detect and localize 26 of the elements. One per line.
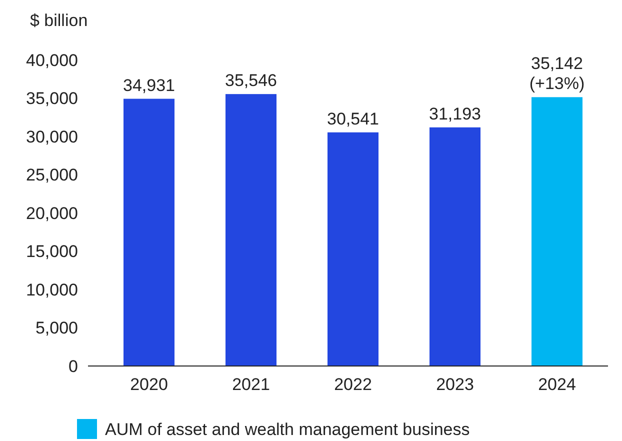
bar <box>328 132 378 366</box>
legend-label: AUM of asset and wealth management business <box>105 420 470 439</box>
data-label: 35,546 <box>225 71 277 90</box>
bar <box>430 127 480 366</box>
y-axis-title: $ billion <box>30 11 88 30</box>
data-label: 34,931 <box>123 76 175 95</box>
bar <box>532 97 582 366</box>
y-tick-label: 35,000 <box>26 89 78 108</box>
y-tick-label: 10,000 <box>26 280 78 300</box>
y-tick-label: 15,000 <box>26 242 78 262</box>
x-tick-label: 2023 <box>436 375 474 394</box>
y-tick-label: 5,000 <box>35 318 78 338</box>
data-label: 30,541 <box>327 109 379 128</box>
bar <box>226 94 276 366</box>
x-tick-label: 2020 <box>130 375 168 394</box>
x-tick-label: 2022 <box>334 375 372 394</box>
y-tick-label: 20,000 <box>26 204 78 223</box>
data-label: 31,193 <box>429 104 481 124</box>
bar <box>124 98 174 366</box>
x-tick-label: 2021 <box>232 375 270 394</box>
data-label: 35,142 (+13%) <box>529 54 585 94</box>
y-tick-label: 40,000 <box>26 50 78 70</box>
x-tick-label: 2024 <box>538 375 576 394</box>
y-tick-label: 30,000 <box>26 127 78 146</box>
y-tick-label: 0 <box>68 356 78 376</box>
y-tick-label: 25,000 <box>26 166 78 185</box>
